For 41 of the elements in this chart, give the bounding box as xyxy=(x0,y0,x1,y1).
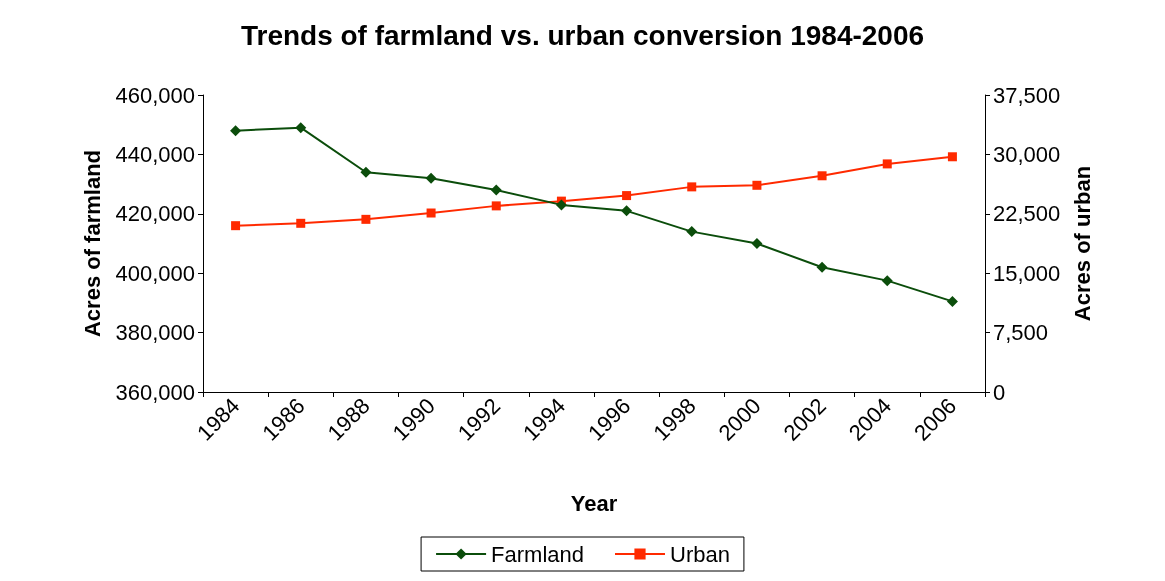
point xyxy=(882,159,892,169)
point xyxy=(687,182,697,192)
point xyxy=(686,226,698,238)
y2-tick-label: 7,500 xyxy=(993,320,1049,346)
point xyxy=(751,238,763,249)
point xyxy=(490,184,502,196)
point xyxy=(817,171,827,181)
point xyxy=(752,180,762,190)
point xyxy=(361,214,371,224)
point xyxy=(360,166,372,178)
point xyxy=(555,199,567,211)
y2-tick-label: 15,000 xyxy=(993,260,1061,286)
point xyxy=(296,218,306,228)
y-tick-label: 360,000 xyxy=(115,379,195,405)
point xyxy=(231,221,241,231)
point xyxy=(230,125,242,137)
point xyxy=(881,275,893,287)
x-axis-title: Year xyxy=(570,490,618,516)
y-tick-label: 380,000 xyxy=(115,320,195,346)
chart-title: Trends of farmland vs. urban conversion 1984-2006 xyxy=(240,19,925,51)
y-tick-label: 420,000 xyxy=(115,201,195,227)
legend-label: Urban xyxy=(670,541,730,567)
legend-label: Farmland xyxy=(491,541,584,567)
point xyxy=(621,205,633,217)
y2-tick-label: 30,000 xyxy=(993,141,1061,167)
point xyxy=(946,295,958,307)
point xyxy=(491,201,501,211)
point xyxy=(295,122,307,134)
y2-tick-label: 0 xyxy=(993,379,1006,405)
y-tick-label: 460,000 xyxy=(115,82,195,108)
point xyxy=(426,208,436,218)
y-tick-label: 400,000 xyxy=(115,260,195,286)
y-tick-label: 440,000 xyxy=(115,141,195,167)
point xyxy=(816,261,828,273)
point xyxy=(622,191,632,201)
y2-tick-label: 22,500 xyxy=(993,201,1061,227)
y-axis-title: Acres of farmland xyxy=(79,149,105,338)
point xyxy=(947,152,957,162)
point xyxy=(425,172,437,184)
y2-axis-title: Acres of urban xyxy=(1069,165,1095,322)
y2-tick-label: 37,500 xyxy=(993,82,1061,108)
